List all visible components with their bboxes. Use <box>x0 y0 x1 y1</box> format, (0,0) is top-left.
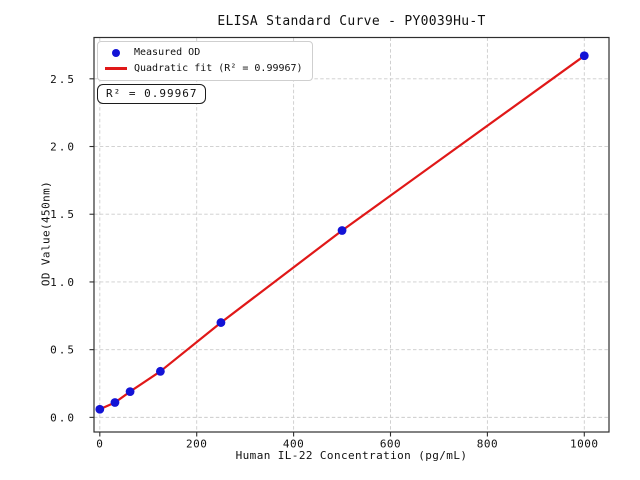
x-tick-label: 600 <box>380 438 401 451</box>
data-point <box>95 404 105 414</box>
legend-item-measured-od: Measured OD <box>105 47 303 58</box>
data-point <box>110 398 120 407</box>
legend: Measured OD Quadratic fit (R² = 0.99967) <box>97 41 313 81</box>
y-tick-label: 2.0 <box>50 141 76 154</box>
data-point <box>125 387 135 397</box>
x-axis-label: Human IL-22 Concentration (pg/mL) <box>235 449 468 462</box>
x-tick-label: 800 <box>477 438 498 451</box>
y-tick-label: 0.5 <box>50 344 76 357</box>
legend-item-label: Quadratic fit (R² = 0.99967) <box>134 63 303 74</box>
y-tick-label: 2.5 <box>50 73 76 86</box>
data-point <box>579 51 589 61</box>
red-line-icon <box>105 67 127 70</box>
legend-item-quadratic-fit: Quadratic fit (R² = 0.99967) <box>105 63 303 74</box>
chart-title: ELISA Standard Curve - PY0039Hu-T <box>217 14 486 29</box>
x-tick-label: 400 <box>283 438 304 451</box>
y-tick-label: 1.0 <box>50 276 76 289</box>
x-tick-label: 1000 <box>570 438 599 451</box>
y-axis-label: OD Value(450nm) <box>39 180 53 287</box>
r-squared-annotation: R² = 0.99967 <box>97 84 207 104</box>
data-point <box>155 366 165 376</box>
data-point <box>216 318 226 327</box>
y-tick-label: 1.5 <box>50 208 76 221</box>
x-tick-label: 0 <box>96 438 103 451</box>
data-point <box>337 226 347 235</box>
y-tick-label: 0.0 <box>50 411 76 424</box>
axes-frame <box>93 36 610 433</box>
legend-item-label: Measured OD <box>134 47 201 58</box>
blue-dot-icon <box>105 48 127 57</box>
x-tick-label: 200 <box>186 438 207 451</box>
